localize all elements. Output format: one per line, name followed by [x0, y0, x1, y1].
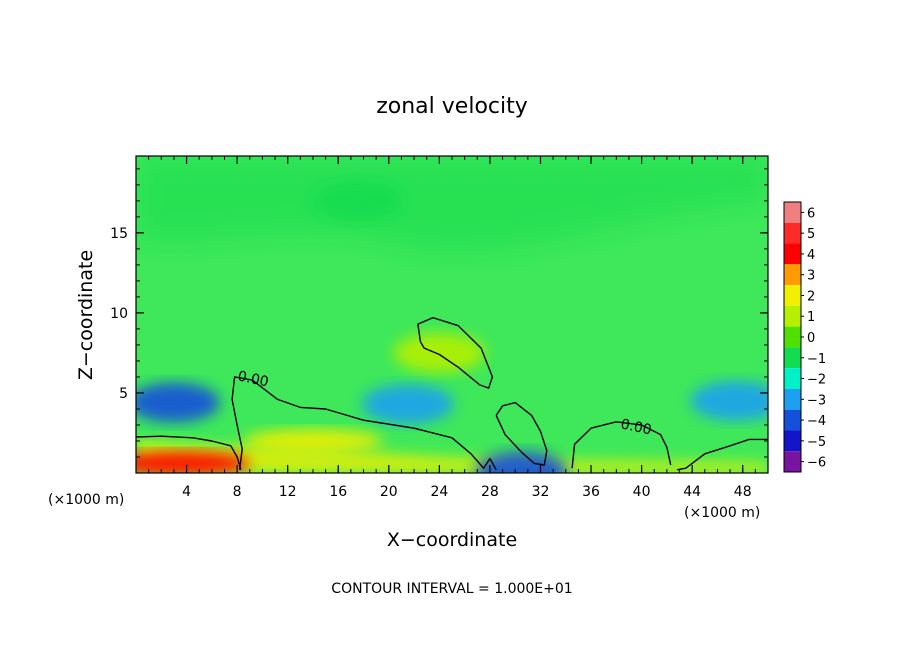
colorbar-label-2: 2: [807, 289, 815, 304]
contour-line-1: [231, 376, 497, 471]
colorbar-label-1: 1: [807, 310, 815, 325]
field-feature-0: [136, 382, 220, 423]
x-tick-label-36: 36: [582, 484, 600, 500]
x-tick-label-24: 24: [430, 484, 448, 500]
heatmap-field: [136, 156, 768, 473]
colorbar-swatch--4: [784, 409, 801, 431]
colorbar-label-4: 4: [807, 248, 815, 263]
x-unit-left-label: (×1000 m): [48, 492, 124, 508]
colorbar-label-0: 0: [807, 331, 815, 346]
x-tick-label-48: 48: [734, 484, 752, 500]
colorbar-swatch--3: [784, 388, 801, 410]
colorbar-swatch-5: [784, 222, 801, 244]
contour-label-1: 0.00: [619, 416, 653, 438]
chart-title: zonal velocity: [376, 94, 528, 119]
colorbar-swatch-4: [784, 243, 801, 265]
colorbar-swatch-0: [784, 326, 801, 348]
contour-interval-note: CONTOUR INTERVAL = 1.000E+01: [331, 581, 572, 597]
field-feature-5: [475, 451, 568, 473]
colorbar-swatch-6: [784, 202, 801, 223]
colorbar-label-3: 3: [807, 269, 815, 284]
x-axis-ticks: 4 8 12 16 20 24 28 32 36 40 44 48: [148, 156, 756, 500]
x-tick-label-40: 40: [633, 484, 651, 500]
zero-contour-lines: [136, 317, 768, 471]
contour-line-3: [495, 401, 548, 466]
colorbar-swatch--5: [784, 430, 801, 452]
contour-line-2: [417, 317, 494, 389]
field-feature-4: [242, 428, 383, 453]
colorbar-swatch--2: [784, 368, 801, 389]
contour-line-4: [571, 421, 672, 469]
colorbar-label--2: −2: [807, 373, 826, 388]
field-feature-2: [361, 384, 454, 425]
colorbar-label--6: −6: [807, 456, 826, 471]
field-feature-7: [393, 332, 486, 373]
y-tick-label-10: 10: [110, 306, 128, 322]
field-feature-1: [690, 380, 768, 421]
colorbar-label-6: 6: [807, 206, 815, 221]
y-tick-label-15: 15: [110, 226, 128, 242]
field-region-lower: [136, 440, 768, 473]
colorbar-swatch-2: [784, 285, 801, 306]
x-tick-label-12: 12: [279, 484, 297, 500]
colorbar-label--1: −1: [807, 352, 826, 367]
contour-labels: 0.00 0.00: [236, 368, 653, 438]
contour-line-0: [136, 435, 242, 470]
contour-line-5: [676, 438, 768, 471]
field-region-upper: [136, 156, 768, 253]
x-tick-label-4: 4: [182, 484, 191, 500]
colorbar-label--3: −3: [807, 393, 826, 408]
y-axis-ticks: 5 10 15: [110, 168, 768, 458]
x-tick-label-28: 28: [481, 484, 499, 500]
colorbar-label--5: −5: [807, 435, 826, 450]
x-tick-label-44: 44: [683, 484, 701, 500]
y-axis-label: Z−coordinate: [75, 250, 97, 380]
x-tick-label-8: 8: [233, 484, 242, 500]
x-axis-label: X−coordinate: [387, 529, 517, 551]
field-feature-3: [136, 451, 251, 473]
contour-label-0: 0.00: [236, 368, 270, 390]
y-tick-label-5: 5: [119, 386, 128, 402]
x-tick-label-32: 32: [532, 484, 550, 500]
x-unit-right-label: (×1000 m): [684, 505, 760, 521]
colorbar: 6 5 4 3 2 1 0 −1 −2 −3 −4 −5 −6: [783, 201, 826, 473]
colorbar-swatch--1: [784, 347, 801, 369]
colorbar-swatch-3: [784, 264, 801, 286]
colorbar-label--4: −4: [807, 414, 826, 429]
colorbar-swatch-1: [784, 305, 801, 327]
x-tick-label-16: 16: [329, 484, 347, 500]
field-feature-6: [311, 180, 404, 221]
colorbar-swatch--6: [784, 451, 801, 472]
x-tick-label-20: 20: [380, 484, 398, 500]
colorbar-label-5: 5: [807, 227, 815, 242]
